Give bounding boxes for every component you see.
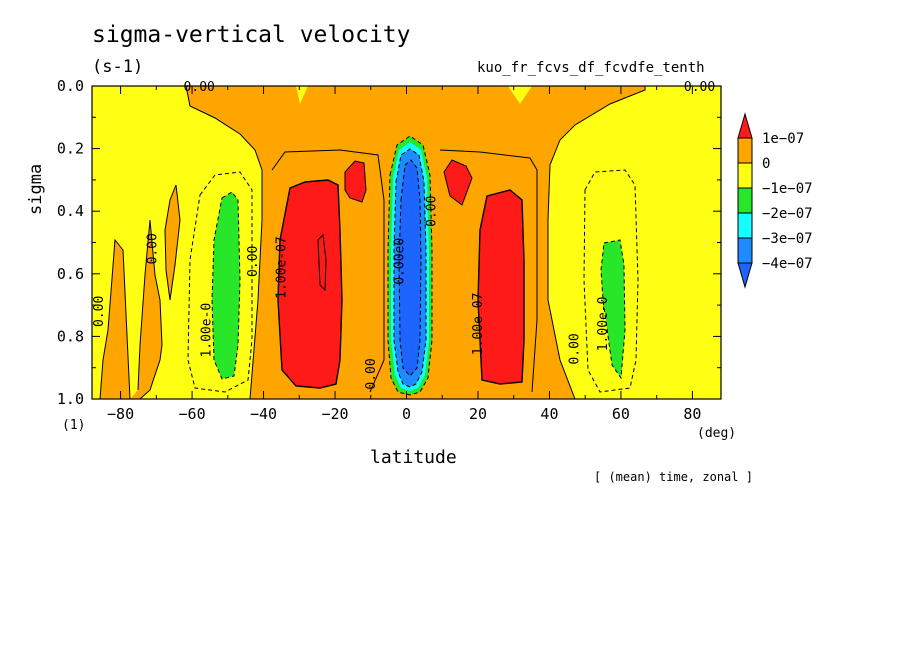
contour-label: 0.00 bbox=[146, 233, 161, 264]
contour-label: 0.00 bbox=[684, 80, 715, 95]
x-axis-label: latitude bbox=[370, 447, 457, 468]
x-tick-label: −60 bbox=[179, 405, 206, 423]
y-tick-label: 0.6 bbox=[57, 265, 84, 283]
colorbar-label: −1e−07 bbox=[762, 181, 813, 197]
colorbar-label: −4e−07 bbox=[762, 256, 813, 272]
x-tick-label: 0 bbox=[402, 405, 411, 423]
fill-green-north bbox=[601, 240, 625, 378]
averaging-note: [ (mean) time, zonal ] bbox=[594, 470, 753, 484]
colorbar-segment bbox=[737, 212, 753, 239]
x-unit-label: (deg) bbox=[697, 426, 737, 441]
fill-deep-blue-core bbox=[399, 160, 421, 376]
colorbar-bottom-arrow bbox=[737, 262, 753, 289]
y-tick-label: 0.4 bbox=[57, 202, 84, 220]
colorbar-segment bbox=[737, 237, 753, 264]
contour-lines bbox=[92, 86, 646, 399]
contour-label: 1.00e-0 bbox=[596, 296, 611, 351]
fill-green-south bbox=[212, 192, 240, 379]
units-label: (s-1) bbox=[92, 57, 144, 77]
colorbar-segment bbox=[737, 137, 753, 164]
fill-red-south-blob bbox=[345, 161, 366, 202]
contour-label: 0.00 bbox=[184, 80, 215, 95]
colorbar-label: 1e−07 bbox=[762, 131, 804, 147]
contour-label: 0.00 bbox=[567, 333, 582, 364]
filled-contours bbox=[92, 86, 721, 399]
fill-orange-polar-south bbox=[92, 220, 162, 399]
x-tick-label: 60 bbox=[612, 405, 630, 423]
y-unit-label: (1) bbox=[62, 418, 86, 433]
contour-label: 0.00 bbox=[364, 358, 379, 389]
contour-label: 0.00e0 bbox=[392, 238, 407, 285]
contour-label: 0.00 bbox=[92, 296, 107, 327]
contour-label: 1.00e-07 bbox=[471, 293, 486, 356]
fill-red-north-cell bbox=[478, 190, 524, 384]
colorbar-label: −2e−07 bbox=[762, 206, 813, 222]
colorbar-segment bbox=[737, 187, 753, 214]
y-tick-label: 1.0 bbox=[57, 390, 84, 408]
contour-labels: 0.00 0.00 0.00 0.00 0.00 0.00 0.00 0.00 1.00e-07… bbox=[92, 80, 715, 390]
axes: −80 −60 −40 −20 0 20 40 60 80 0.0 0.2 0.4 0.6 0.8 1.0 bbox=[57, 77, 721, 423]
colorbar-segment bbox=[737, 162, 753, 189]
x-tick-label: 80 bbox=[683, 405, 701, 423]
fill-orange-south-spike bbox=[165, 185, 180, 300]
contour-label: 0.00 bbox=[425, 196, 440, 227]
fill-red-north-blob bbox=[444, 160, 472, 205]
colorbar-label: −3e−07 bbox=[762, 231, 813, 247]
chart-title: sigma-vertical velocity bbox=[92, 22, 411, 48]
contour-label: 0.00 bbox=[246, 246, 261, 277]
x-tick-label: −40 bbox=[250, 405, 277, 423]
x-tick-label: 20 bbox=[469, 405, 487, 423]
fill-red-south-cell bbox=[278, 180, 342, 388]
x-tick-label: 40 bbox=[540, 405, 558, 423]
y-tick-label: 0.2 bbox=[57, 140, 84, 158]
colorbar-top-arrow bbox=[737, 112, 753, 139]
run-name-label: kuo_fr_fcvs_df_fcvdfe_tenth bbox=[477, 60, 705, 76]
x-tick-label: −80 bbox=[107, 405, 134, 423]
y-tick-label: 0.8 bbox=[57, 327, 84, 345]
y-tick-label: 0.0 bbox=[57, 77, 84, 95]
contour-label: 1.00e-07 bbox=[274, 236, 289, 299]
colorbar-label: 0 bbox=[762, 156, 770, 172]
x-tick-label: −20 bbox=[321, 405, 348, 423]
colorbar: 1e−07 0 −1e−07 −2e−07 −3e−07 −4e−07 bbox=[737, 112, 813, 289]
contour-label: 1.00e-0 bbox=[199, 303, 214, 358]
